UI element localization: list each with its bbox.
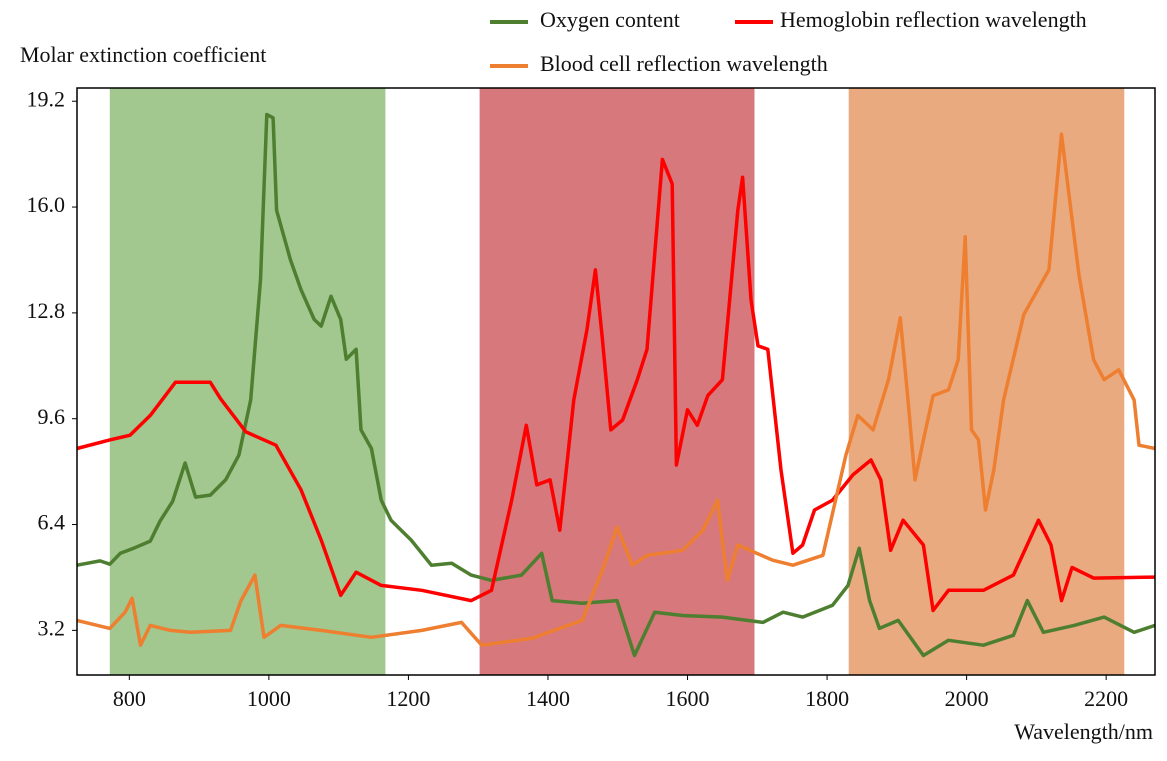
- series-line: [76, 157, 1156, 613]
- y-axis-label: Molar extinction coefficient: [20, 42, 266, 67]
- y-tick-label: 6.4: [38, 510, 66, 535]
- x-axis-label: Wavelength/nm: [1014, 719, 1153, 744]
- x-tick-label: 1200: [386, 686, 430, 711]
- series-line: [76, 112, 1156, 658]
- x-tick-label: 1000: [247, 686, 291, 711]
- shaded-band: [848, 88, 1125, 675]
- series-line: [76, 132, 1156, 647]
- x-tick-label: 1400: [526, 686, 570, 711]
- y-tick-label: 16.0: [27, 192, 66, 217]
- y-tick-label: 3.2: [38, 615, 66, 640]
- x-tick-label: 1800: [805, 686, 849, 711]
- shaded-band: [479, 88, 755, 675]
- plot-frame: [76, 87, 1156, 676]
- x-tick-label: 2200: [1084, 686, 1128, 711]
- x-tick-label: 800: [113, 686, 146, 711]
- legend-label: Hemoglobin reflection wavelength: [780, 7, 1087, 32]
- y-tick-label: 19.2: [27, 86, 66, 111]
- y-tick-label: 9.6: [38, 404, 66, 429]
- x-tick-label: 1600: [666, 686, 710, 711]
- legend-label: Oxygen content: [540, 7, 680, 32]
- y-tick-label: 12.8: [27, 298, 66, 323]
- x-tick-label: 2000: [945, 686, 989, 711]
- shaded-band: [109, 88, 386, 675]
- legend-label: Blood cell reflection wavelength: [540, 51, 828, 76]
